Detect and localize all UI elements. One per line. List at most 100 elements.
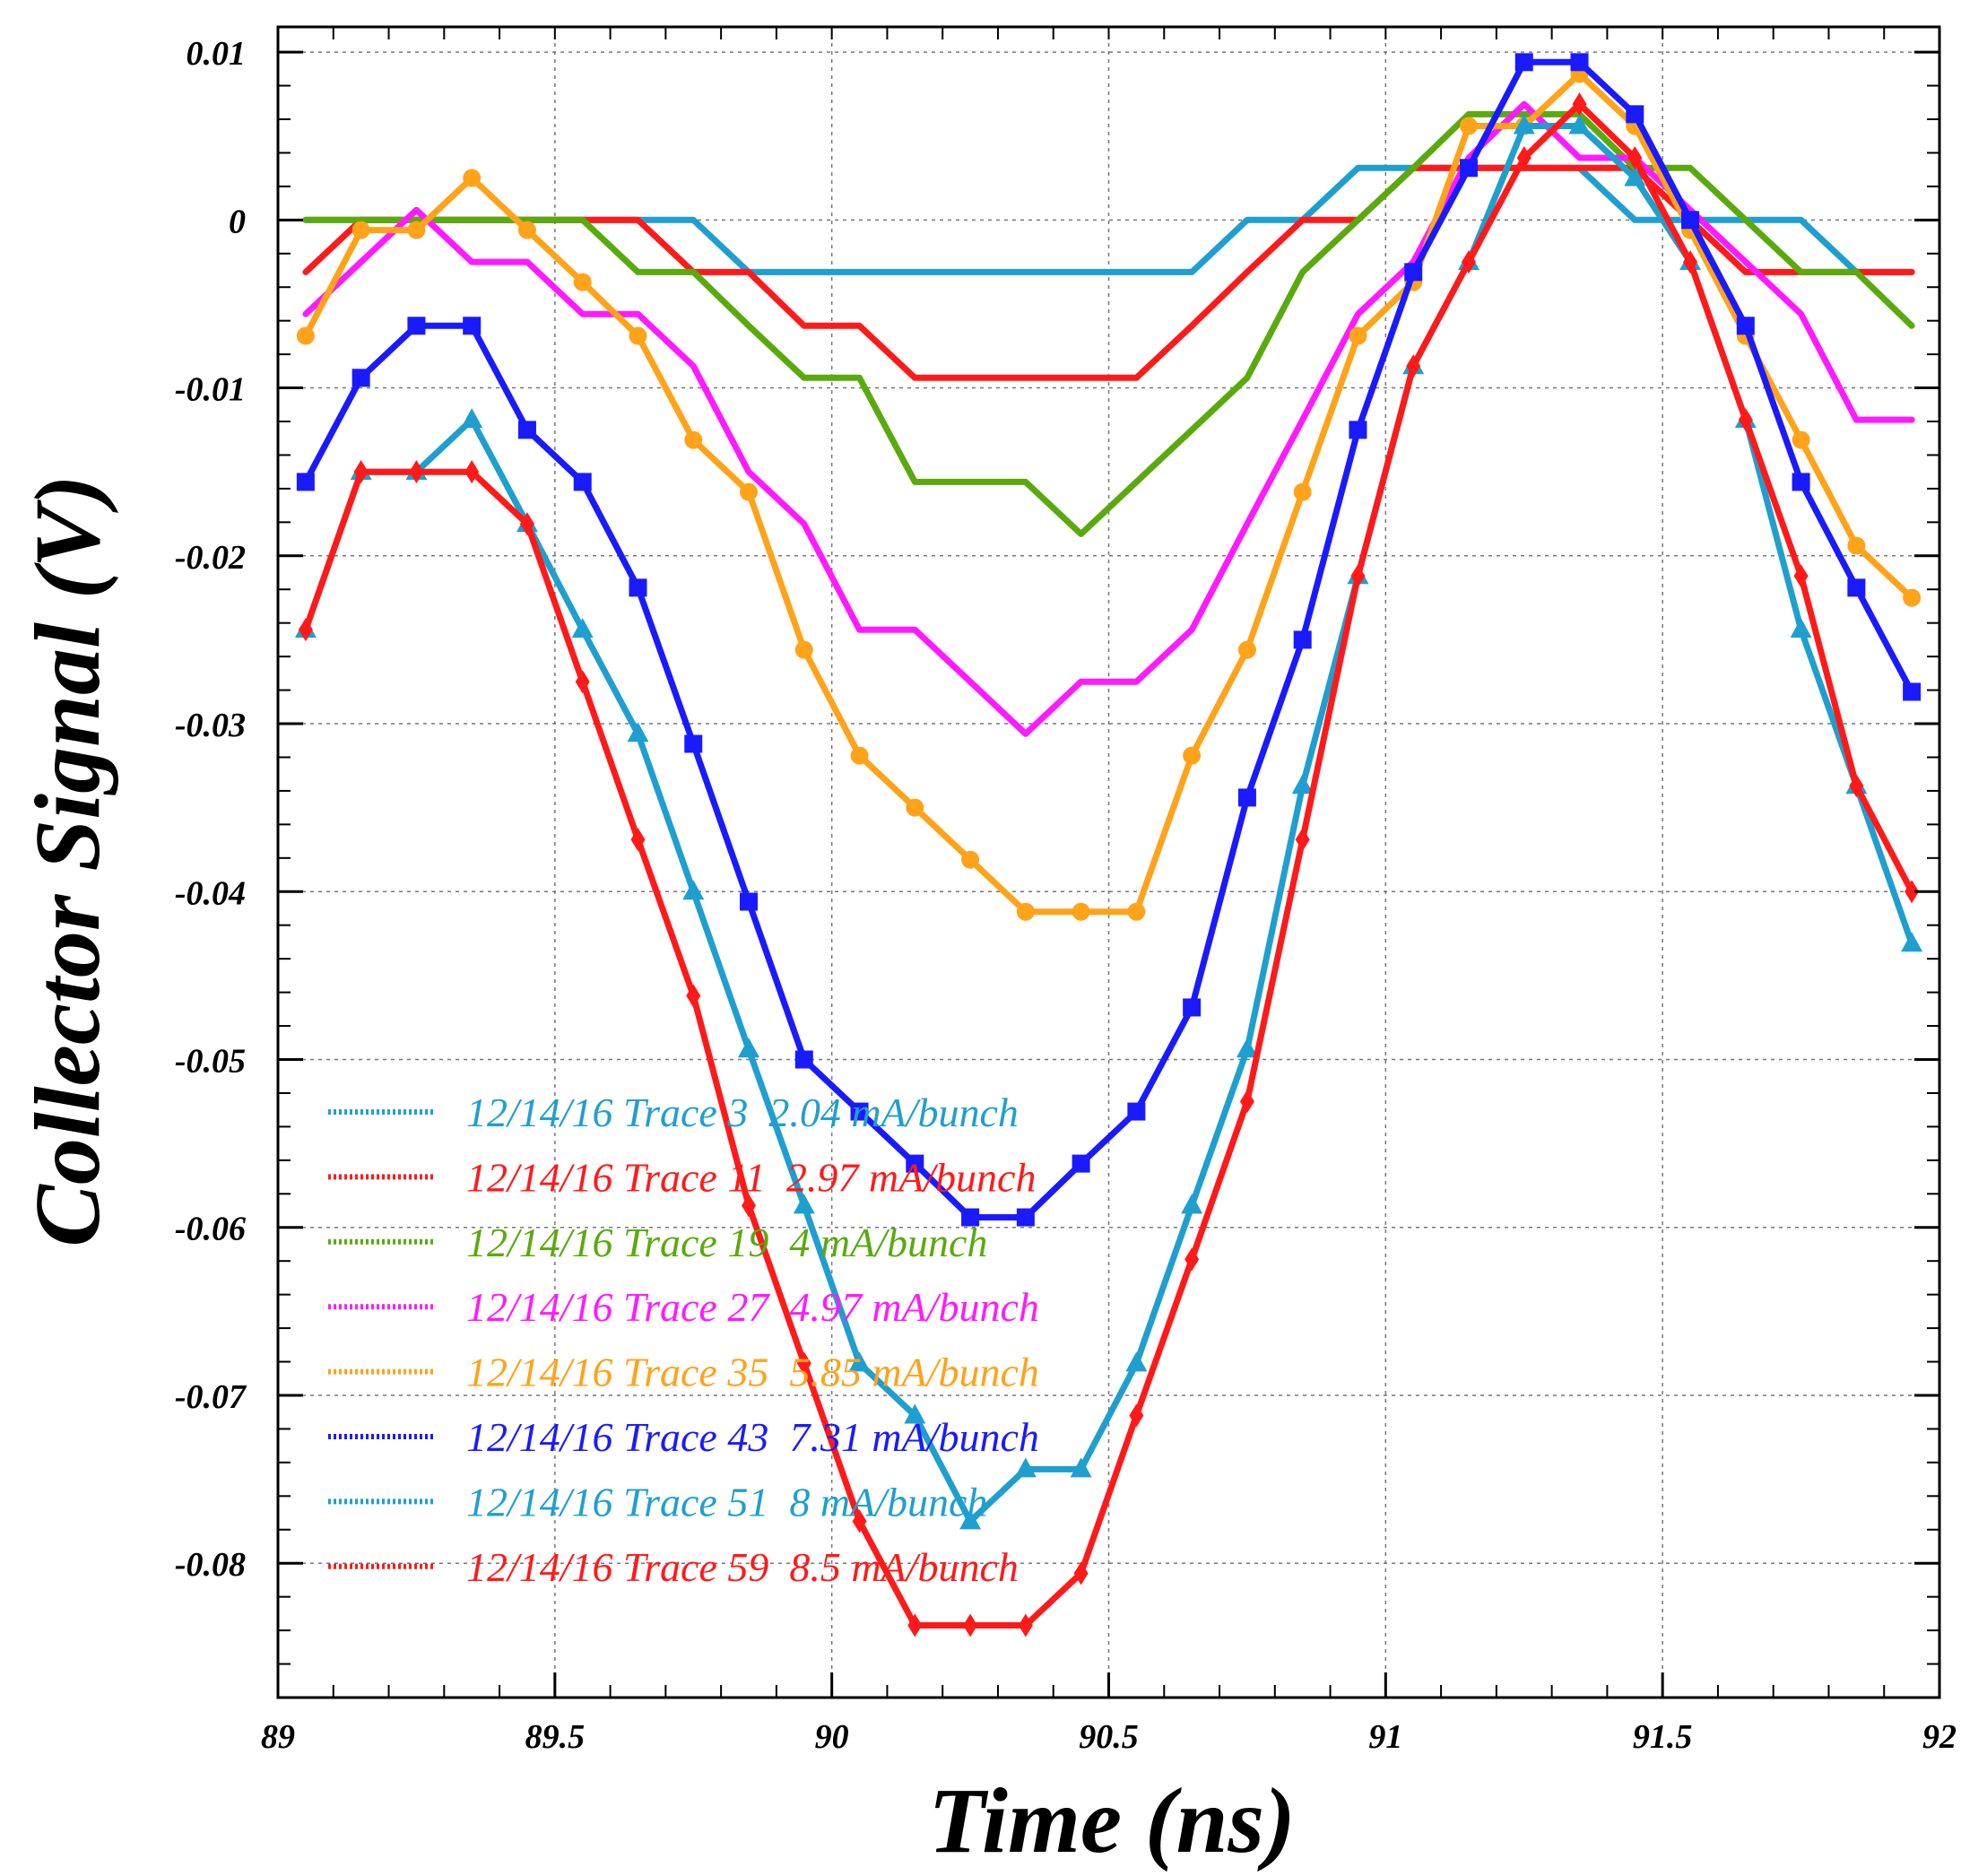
data-point xyxy=(1516,146,1531,170)
data-point xyxy=(1624,166,1646,187)
data-point xyxy=(409,460,424,484)
data-point xyxy=(1513,114,1535,135)
data-point xyxy=(961,850,980,869)
data-point xyxy=(351,369,370,387)
data-point xyxy=(684,430,703,449)
data-point xyxy=(1127,902,1146,921)
data-point xyxy=(1459,159,1478,178)
x-tick-label: 89.5 xyxy=(525,1718,586,1756)
data-point xyxy=(1847,536,1866,555)
data-point xyxy=(906,798,924,817)
data-point xyxy=(1295,828,1310,852)
data-point xyxy=(1736,317,1755,335)
x-tick-label: 89 xyxy=(261,1718,295,1756)
data-point xyxy=(353,460,369,484)
x-tick-label: 91.5 xyxy=(1633,1718,1693,1756)
series-6 xyxy=(296,53,1922,1227)
data-point xyxy=(850,1102,869,1121)
data-point xyxy=(463,317,482,335)
legend-label: 12/14/16 Trace 51 8 mA/bunch xyxy=(466,1479,987,1524)
series-5 xyxy=(296,65,1922,921)
x-tick-label: 91 xyxy=(1368,1718,1402,1756)
data-point xyxy=(1514,53,1533,72)
data-point xyxy=(575,670,590,694)
data-point xyxy=(1125,1351,1148,1372)
data-point xyxy=(1016,1208,1035,1227)
data-point xyxy=(1072,1154,1090,1173)
data-point xyxy=(1627,146,1643,170)
y-tick-label: 0.01 xyxy=(187,35,247,73)
data-point xyxy=(1790,618,1812,638)
data-point xyxy=(1073,1561,1089,1585)
series-4 xyxy=(302,100,1915,737)
legend-label: 12/14/16 Trace 27 4.97 mA/bunch xyxy=(466,1284,1039,1330)
data-point xyxy=(848,1351,871,1372)
data-point xyxy=(1903,682,1922,701)
data-point xyxy=(1237,788,1256,807)
data-point xyxy=(463,169,482,187)
data-point xyxy=(1847,578,1866,597)
x-axis-title: Time (ns) xyxy=(928,1769,1295,1872)
y-tick-label: -0.03 xyxy=(175,707,246,744)
data-point xyxy=(959,1509,982,1530)
x-tick-label: 92 xyxy=(1922,1718,1957,1756)
data-point xyxy=(1291,774,1314,795)
data-point xyxy=(1459,117,1478,135)
data-point xyxy=(1901,932,1923,952)
data-point xyxy=(1070,1457,1092,1478)
data-point xyxy=(796,1351,811,1376)
data-point xyxy=(738,1038,760,1058)
data-point xyxy=(1014,1457,1037,1478)
data-point xyxy=(850,746,869,765)
data-point xyxy=(296,326,315,345)
ticks: 89 89.5 90 90.5 91 91.5 92 0.01 0 -0.01 -0.02 -0.03… xyxy=(175,27,1957,1756)
data-point xyxy=(1406,354,1421,378)
data-point xyxy=(906,1154,924,1173)
legend-label: 12/14/16 Trace 35 5.85 mA/bunch xyxy=(466,1350,1039,1395)
data-point xyxy=(1849,774,1864,798)
data-point xyxy=(1905,880,1920,904)
data-point xyxy=(407,317,426,335)
legend-label: 12/14/16 Trace 3 2.04 mA/bunch xyxy=(466,1090,1019,1135)
legend-label: 12/14/16 Trace 59 8.5 mA/bunch xyxy=(466,1544,1019,1590)
data-point xyxy=(629,326,647,345)
data-point xyxy=(1350,564,1366,588)
series-layer xyxy=(294,53,1923,1637)
series-line xyxy=(302,100,1915,737)
y-tick-label: -0.07 xyxy=(175,1378,247,1416)
data-point xyxy=(1293,482,1312,501)
data-point xyxy=(1626,105,1644,124)
data-point xyxy=(571,618,594,638)
data-point xyxy=(1016,902,1035,921)
data-point xyxy=(1792,430,1810,449)
data-point xyxy=(296,473,315,491)
data-point xyxy=(627,722,649,743)
data-point xyxy=(1568,114,1591,135)
data-point xyxy=(1183,998,1202,1017)
data-point xyxy=(963,1613,978,1637)
data-point xyxy=(1184,1247,1200,1272)
data-point xyxy=(794,1050,813,1069)
data-point xyxy=(1903,588,1922,607)
y-tick-label: -0.06 xyxy=(175,1211,246,1248)
data-point xyxy=(351,221,370,239)
series-8 xyxy=(298,92,1920,1637)
data-point xyxy=(793,1194,815,1214)
legend-label: 12/14/16 Trace 11 2.97 mA/bunch xyxy=(466,1154,1036,1200)
data-point xyxy=(852,1509,867,1533)
data-point xyxy=(461,408,483,429)
data-point xyxy=(1738,408,1753,432)
legend-label: 12/14/16 Trace 19 4 mA/bunch xyxy=(466,1220,987,1265)
data-point xyxy=(519,512,534,536)
data-point xyxy=(464,460,480,484)
data-point xyxy=(407,221,426,239)
data-point xyxy=(1239,1090,1254,1114)
data-point xyxy=(961,1208,980,1227)
series-line xyxy=(302,123,1915,1524)
data-point xyxy=(517,421,536,439)
data-point xyxy=(630,828,646,852)
data-point xyxy=(1404,263,1423,282)
data-point xyxy=(1792,473,1810,491)
data-point xyxy=(1236,1038,1258,1058)
x-tick-label: 90.5 xyxy=(1079,1718,1139,1756)
